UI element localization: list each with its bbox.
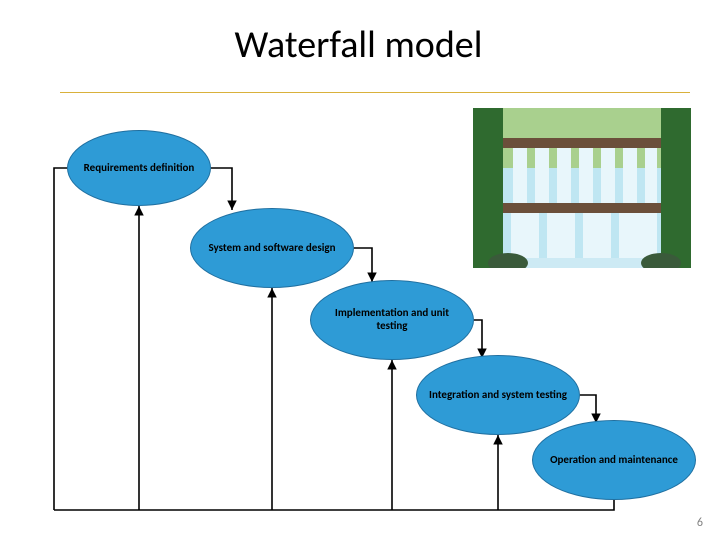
arrow-design-to-impl	[354, 248, 372, 282]
stage-requirements: Requirements definition	[67, 130, 211, 206]
stage-design: System and software design	[190, 208, 354, 288]
stage-label: Operation and maintenance	[550, 454, 678, 467]
feedback-to-requirements	[54, 168, 67, 510]
slide: Waterfall model	[0, 0, 717, 538]
arrow-integ-to-oper	[580, 395, 596, 423]
stage-label: Integration and system testing	[429, 389, 567, 402]
feedback-trunk	[54, 500, 614, 510]
stage-integration: Integration and system testing	[416, 355, 580, 435]
slide-title: Waterfall model	[0, 22, 717, 68]
page-number: 6	[697, 516, 703, 530]
arrow-req-to-design	[211, 168, 232, 210]
waterfall-photo	[473, 108, 691, 268]
stage-operation: Operation and maintenance	[532, 420, 696, 500]
stage-label: Implementation and unit testing	[321, 307, 463, 332]
stage-implementation: Implementation and unit testing	[310, 280, 474, 360]
arrow-impl-to-integ	[474, 320, 482, 358]
stage-label: Requirements definition	[84, 162, 195, 175]
stage-label: System and software design	[208, 242, 335, 255]
title-underline	[60, 92, 690, 93]
